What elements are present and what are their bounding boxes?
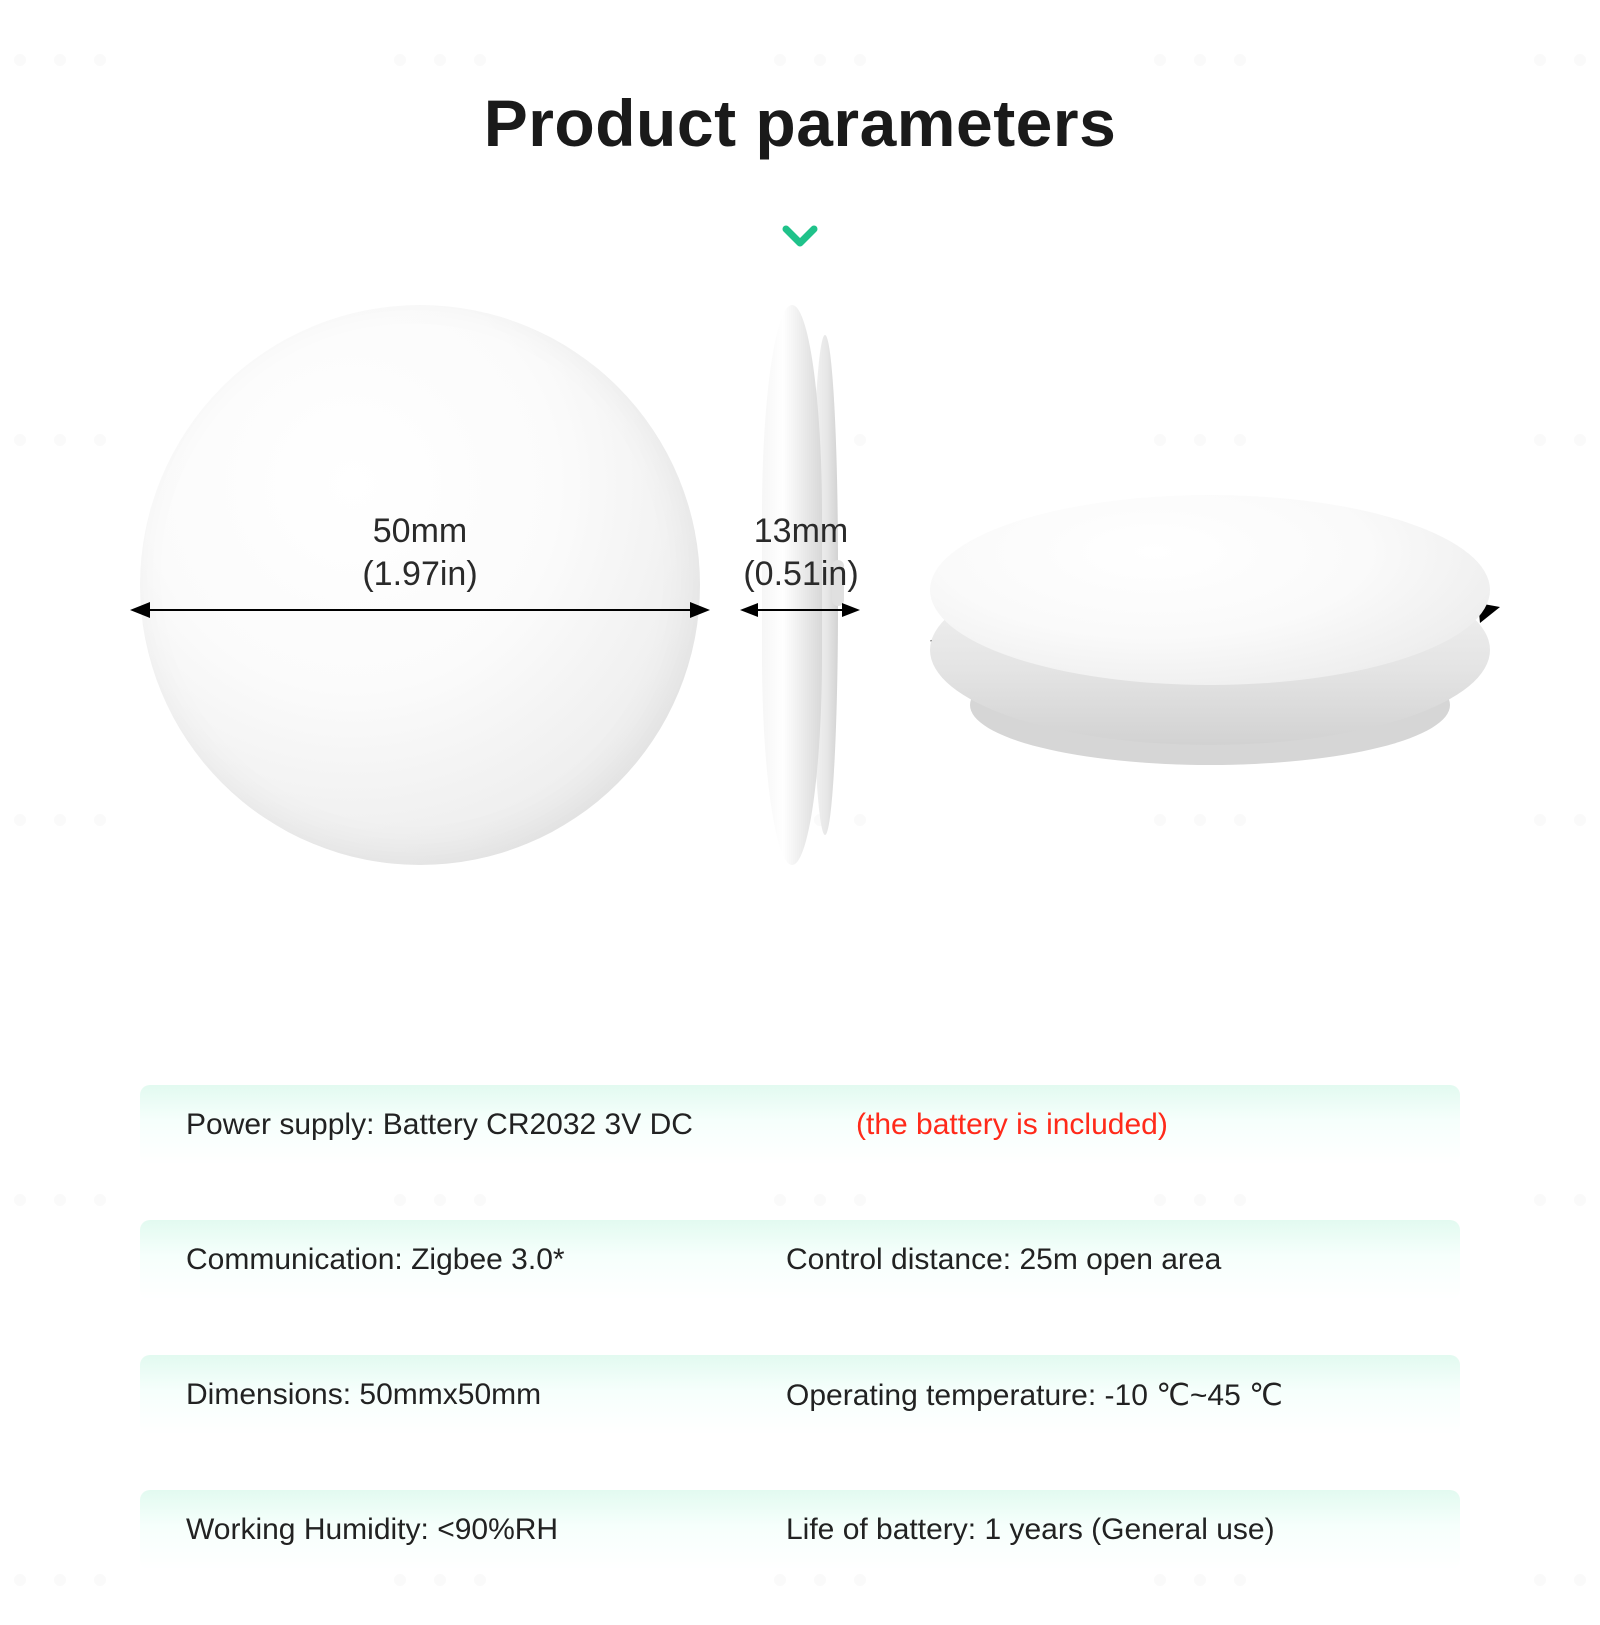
spec-value: Zigbee 3.0* (411, 1243, 564, 1276)
dim-side-mm: 13mm (754, 512, 848, 550)
spec-row-humidity: Working Humidity: <90%RH Life of battery… (140, 1490, 1460, 1570)
dim-label-front: 50mm (1.97in) (330, 510, 510, 595)
spec-label: Dimensions: (186, 1378, 351, 1411)
spec-note: (the battery is included) (856, 1108, 1168, 1142)
spec-label: Communication: (186, 1243, 403, 1276)
spec-table: Power supply: Battery CR2032 3V DC (the … (140, 1085, 1460, 1625)
spec-label: Life of battery: (786, 1513, 976, 1546)
spec-row-dimensions: Dimensions: 50mmx50mm Operating temperat… (140, 1355, 1460, 1435)
spec-value: <90%RH (437, 1513, 558, 1546)
spec-label: Operating temperature: (786, 1379, 1096, 1412)
spec-label: Control distance: (786, 1243, 1011, 1276)
arrow-side (740, 598, 860, 627)
spec-value: -10 ℃~45 ℃ (1105, 1379, 1283, 1412)
spec-value: 25m open area (1019, 1243, 1221, 1276)
arrow-front (130, 598, 710, 627)
spec-value: 1 years (General use) (984, 1513, 1274, 1546)
spec-row-communication: Communication: Zigbee 3.0* Control dista… (140, 1220, 1460, 1300)
spec-value: 50mmx50mm (359, 1378, 541, 1411)
dim-front-inch: (1.97in) (330, 553, 510, 596)
dim-front-mm: 50mm (373, 512, 467, 550)
spec-label: Working Humidity: (186, 1513, 429, 1546)
product-dimension-figure: 50mm (1.97in) 13mm (0.51in) 50mm (1.97in… (0, 265, 1600, 965)
page-title: Product parameters (0, 85, 1600, 161)
dim-label-side: 13mm (0.51in) (736, 510, 866, 595)
product-angled-view (930, 495, 1490, 775)
dim-side-inch: (0.51in) (736, 553, 866, 596)
spec-row-power: Power supply: Battery CR2032 3V DC (the … (140, 1085, 1460, 1165)
chevron-down-icon (782, 225, 818, 249)
spec-value: Battery CR2032 3V DC (383, 1108, 693, 1141)
spec-label: Power supply: (186, 1108, 374, 1141)
